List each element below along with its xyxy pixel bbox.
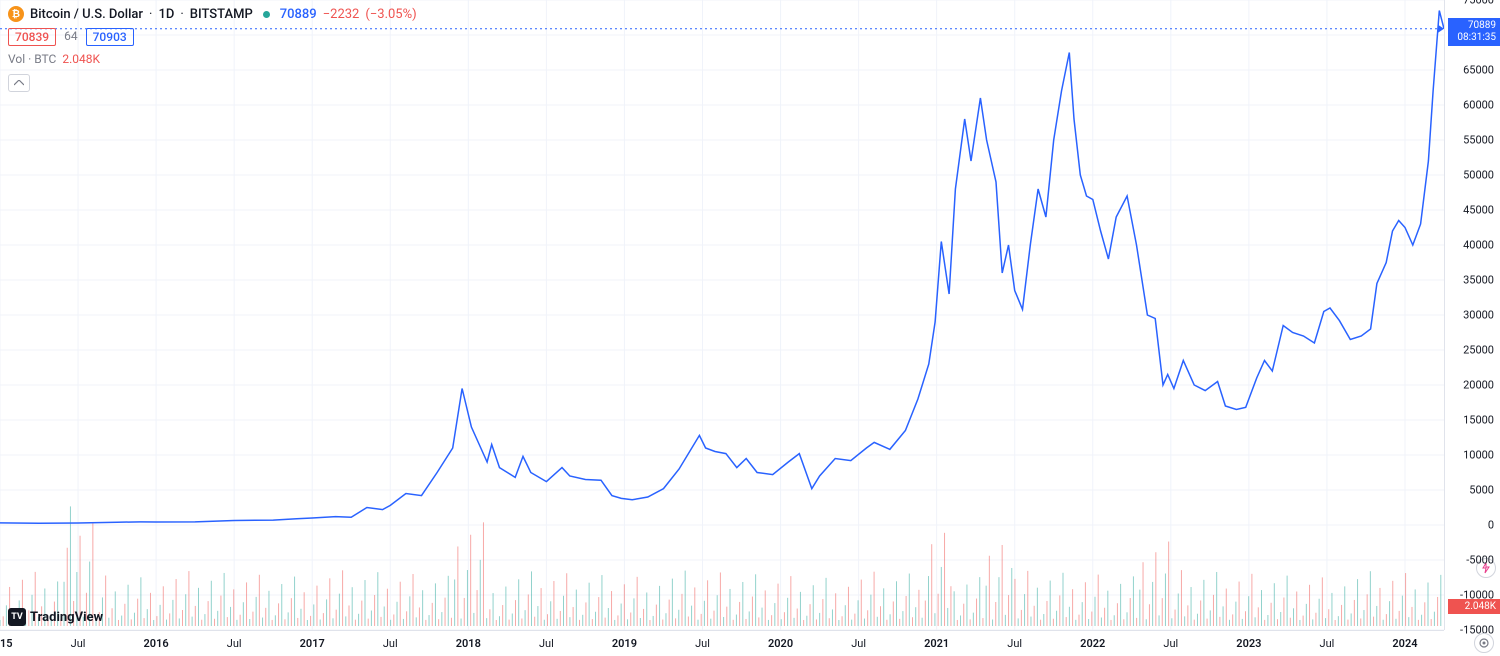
x-tick: Jul	[227, 637, 242, 650]
gear-icon	[1478, 637, 1490, 649]
x-tick: Jul	[71, 637, 86, 650]
y-tick: 50000	[1463, 169, 1494, 182]
tradingview-logo[interactable]: TV TradingView	[8, 608, 103, 626]
x-tick: 2022	[1080, 637, 1105, 650]
y-tick: 5000	[1469, 484, 1494, 497]
bitcoin-icon: ₿	[8, 6, 24, 22]
x-tick: Jul	[539, 637, 554, 650]
price-tag-countdown: 08:31:35	[1452, 32, 1496, 44]
x-tick: 2016	[144, 637, 169, 650]
timezone-button[interactable]	[1474, 633, 1494, 653]
price-change-abs: −2232	[323, 7, 360, 22]
x-tick: 2015	[0, 637, 13, 650]
market-status-icon	[263, 11, 270, 18]
chart-header: ₿ Bitcoin / U.S. Dollar · 1D · BITSTAMP …	[8, 6, 417, 22]
volume-label: Vol · BTC	[8, 52, 56, 66]
collapse-button[interactable]	[8, 74, 30, 92]
price-change-pct: (−3.05%)	[365, 7, 416, 22]
price-chart-svg	[0, 0, 1444, 630]
x-tick: Jul	[1007, 637, 1022, 650]
volume-row: Vol · BTC 2.048K	[8, 52, 100, 66]
ohlc-mid: 64	[62, 28, 80, 46]
tv-logo-text: TradingView	[30, 610, 103, 625]
separator-dot: ·	[180, 7, 183, 22]
y-axis[interactable]: 7500070000650006000055000500004500040000…	[1444, 0, 1500, 630]
x-tick: 2017	[300, 637, 325, 650]
x-axis[interactable]: 2015 Jul 2016 Jul 2017 Jul 2018 Jul 2019 Jul 2020 J…	[0, 630, 1444, 656]
x-tick: 2019	[612, 637, 637, 650]
chart-area[interactable]	[0, 0, 1444, 630]
chevron-up-icon	[14, 80, 24, 86]
y-tick: 15000	[1463, 414, 1494, 427]
x-tick: 2024	[1392, 637, 1417, 650]
ohlc-open: 70839	[8, 28, 56, 46]
ohlc-row: 70839 64 70903	[8, 28, 134, 46]
y-tick: 20000	[1463, 379, 1494, 392]
x-tick: 2021	[924, 637, 949, 650]
current-price-tag: 7088908:31:35	[1448, 18, 1500, 46]
y-tick: 30000	[1463, 309, 1494, 322]
y-tick: 0	[1488, 519, 1494, 532]
y-tick: 65000	[1463, 64, 1494, 77]
separator-dot: ·	[149, 7, 152, 22]
x-tick: 2023	[1236, 637, 1261, 650]
y-tick: -5000	[1466, 554, 1494, 567]
x-tick: Jul	[1320, 637, 1335, 650]
x-tick: Jul	[383, 637, 398, 650]
y-tick: 10000	[1463, 449, 1494, 462]
x-tick: 2018	[456, 637, 481, 650]
last-price: 70889	[280, 7, 317, 22]
exchange-label[interactable]: BITSTAMP	[190, 7, 253, 22]
y-tick: 75000	[1463, 0, 1494, 7]
y-tick: 45000	[1463, 204, 1494, 217]
y-tick: 40000	[1463, 239, 1494, 252]
interval-label[interactable]: 1D	[158, 7, 174, 22]
y-tick: 55000	[1463, 134, 1494, 147]
symbol-title[interactable]: Bitcoin / U.S. Dollar	[30, 7, 143, 22]
volume-tag: 2.048K	[1448, 599, 1500, 614]
volume-value: 2.048K	[62, 52, 100, 66]
ohlc-close: 70903	[86, 28, 134, 46]
x-tick: 2020	[768, 637, 793, 650]
price-tag-value: 70889	[1452, 20, 1496, 32]
y-tick: 35000	[1463, 274, 1494, 287]
x-tick: Jul	[695, 637, 710, 650]
y-tick: 25000	[1463, 344, 1494, 357]
y-tick: 60000	[1463, 99, 1494, 112]
x-tick: Jul	[1163, 637, 1178, 650]
tv-logo-icon: TV	[8, 608, 26, 626]
x-tick: Jul	[851, 637, 866, 650]
